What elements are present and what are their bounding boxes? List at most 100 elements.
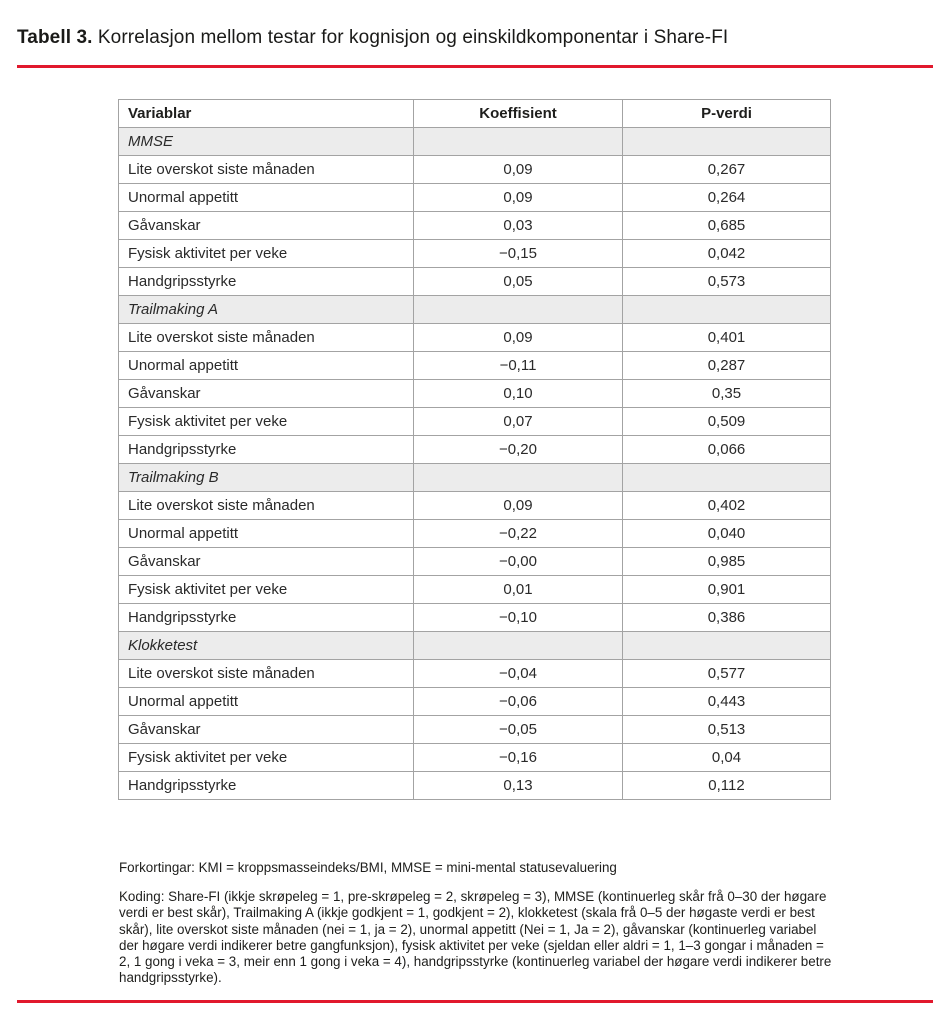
top-divider-rule <box>17 65 933 68</box>
p-value-cell: 0,901 <box>622 575 831 604</box>
variable-cell: Fysisk aktivitet per veke <box>118 575 414 604</box>
p-value-cell: 0,267 <box>622 155 831 184</box>
variable-cell: Lite overskot siste månaden <box>118 323 414 352</box>
variable-cell: Handgripsstyrke <box>118 603 414 632</box>
abbreviations-note: Forkortingar: KMI = kroppsmasseindeks/BM… <box>119 860 617 875</box>
bottom-divider-rule <box>17 1000 933 1003</box>
coefficient-cell: 0,05 <box>413 267 623 296</box>
variable-cell: Gåvanskar <box>118 211 414 240</box>
table-row: Lite overskot siste månaden 0,09 0,267 <box>118 155 831 184</box>
variable-cell: Handgripsstyrke <box>118 771 414 800</box>
section-empty-cell <box>622 463 831 492</box>
variable-cell: Gåvanskar <box>118 715 414 744</box>
table-row: Handgripsstyrke −0,20 0,066 <box>118 435 831 464</box>
table-row: Unormal appetitt −0,22 0,040 <box>118 519 831 548</box>
p-value-cell: 0,401 <box>622 323 831 352</box>
table-title-text: Korrelasjon mellom testar for kognisjon … <box>92 27 729 48</box>
variable-cell: Fysisk aktivitet per veke <box>118 239 414 268</box>
p-value-cell: 0,985 <box>622 547 831 576</box>
section-label: MMSE <box>118 127 414 156</box>
table-footnotes: Forkortingar: KMI = kroppsmasseindeks/BM… <box>119 860 835 986</box>
variable-cell: Unormal appetitt <box>118 687 414 716</box>
variable-cell: Lite overskot siste månaden <box>118 155 414 184</box>
coefficient-cell: −0,00 <box>413 547 623 576</box>
p-value-cell: 0,573 <box>622 267 831 296</box>
coefficient-cell: −0,06 <box>413 687 623 716</box>
coefficient-cell: −0,22 <box>413 519 623 548</box>
section-empty-cell <box>622 295 831 324</box>
p-value-cell: 0,04 <box>622 743 831 772</box>
variable-cell: Unormal appetitt <box>118 519 414 548</box>
section-empty-cell <box>622 127 831 156</box>
section-empty-cell <box>413 631 623 660</box>
table-row: Fysisk aktivitet per veke 0,01 0,901 <box>118 575 831 604</box>
table-row: Lite overskot siste månaden 0,09 0,402 <box>118 491 831 520</box>
p-value-cell: 0,685 <box>622 211 831 240</box>
variable-cell: Handgripsstyrke <box>118 435 414 464</box>
variable-cell: Fysisk aktivitet per veke <box>118 743 414 772</box>
section-label: Trailmaking A <box>118 295 414 324</box>
variable-cell: Handgripsstyrke <box>118 267 414 296</box>
table-row: Fysisk aktivitet per veke 0,07 0,509 <box>118 407 831 436</box>
table-row: Gåvanskar 0,03 0,685 <box>118 211 831 240</box>
coding-note: Koding: Share-FI (ikkje skrøpeleg = 1, p… <box>119 889 832 986</box>
table-row: Lite overskot siste månaden 0,09 0,401 <box>118 323 831 352</box>
correlation-table: Variablar Koeffisient P-verdi MMSE Lite … <box>118 99 831 800</box>
p-value-cell: 0,386 <box>622 603 831 632</box>
variable-cell: Gåvanskar <box>118 547 414 576</box>
section-header-row-trailmaking-b: Trailmaking B <box>118 463 831 492</box>
header-coefficient: Koeffisient <box>413 99 623 128</box>
section-empty-cell <box>622 631 831 660</box>
variable-cell: Lite overskot siste månaden <box>118 491 414 520</box>
table-row: Gåvanskar −0,00 0,985 <box>118 547 831 576</box>
section-header-row-trailmaking-a: Trailmaking A <box>118 295 831 324</box>
p-value-cell: 0,35 <box>622 379 831 408</box>
table-row: Unormal appetitt −0,11 0,287 <box>118 351 831 380</box>
table-row: Fysisk aktivitet per veke −0,16 0,04 <box>118 743 831 772</box>
table-row: Lite overskot siste månaden −0,04 0,577 <box>118 659 831 688</box>
coefficient-cell: 0,13 <box>413 771 623 800</box>
table-row: Unormal appetitt 0,09 0,264 <box>118 183 831 212</box>
p-value-cell: 0,042 <box>622 239 831 268</box>
variable-cell: Unormal appetitt <box>118 351 414 380</box>
p-value-cell: 0,066 <box>622 435 831 464</box>
section-header-row-mmse: MMSE <box>118 127 831 156</box>
table-row: Gåvanskar −0,05 0,513 <box>118 715 831 744</box>
coefficient-cell: −0,20 <box>413 435 623 464</box>
table-row: Handgripsstyrke −0,10 0,386 <box>118 603 831 632</box>
p-value-cell: 0,040 <box>622 519 831 548</box>
p-value-cell: 0,509 <box>622 407 831 436</box>
coefficient-cell: −0,05 <box>413 715 623 744</box>
variable-cell: Unormal appetitt <box>118 183 414 212</box>
p-value-cell: 0,513 <box>622 715 831 744</box>
table-row: Gåvanskar 0,10 0,35 <box>118 379 831 408</box>
variable-cell: Fysisk aktivitet per veke <box>118 407 414 436</box>
section-empty-cell <box>413 127 623 156</box>
coefficient-cell: 0,09 <box>413 323 623 352</box>
coefficient-cell: −0,16 <box>413 743 623 772</box>
p-value-cell: 0,402 <box>622 491 831 520</box>
table-row: Fysisk aktivitet per veke −0,15 0,042 <box>118 239 831 268</box>
table-header-row: Variablar Koeffisient P-verdi <box>118 99 831 128</box>
table-row: Handgripsstyrke 0,13 0,112 <box>118 771 831 800</box>
section-label: Klokketest <box>118 631 414 660</box>
variable-cell: Gåvanskar <box>118 379 414 408</box>
header-p-value: P-verdi <box>622 99 831 128</box>
variable-cell: Lite overskot siste månaden <box>118 659 414 688</box>
coefficient-cell: −0,15 <box>413 239 623 268</box>
coefficient-cell: 0,03 <box>413 211 623 240</box>
header-variable: Variablar <box>118 99 414 128</box>
p-value-cell: 0,287 <box>622 351 831 380</box>
coefficient-cell: −0,10 <box>413 603 623 632</box>
coefficient-cell: 0,09 <box>413 491 623 520</box>
p-value-cell: 0,443 <box>622 687 831 716</box>
coefficient-cell: −0,04 <box>413 659 623 688</box>
section-label: Trailmaking B <box>118 463 414 492</box>
coefficient-cell: 0,07 <box>413 407 623 436</box>
section-empty-cell <box>413 295 623 324</box>
coefficient-cell: 0,09 <box>413 183 623 212</box>
section-empty-cell <box>413 463 623 492</box>
table-row: Handgripsstyrke 0,05 0,573 <box>118 267 831 296</box>
p-value-cell: 0,264 <box>622 183 831 212</box>
